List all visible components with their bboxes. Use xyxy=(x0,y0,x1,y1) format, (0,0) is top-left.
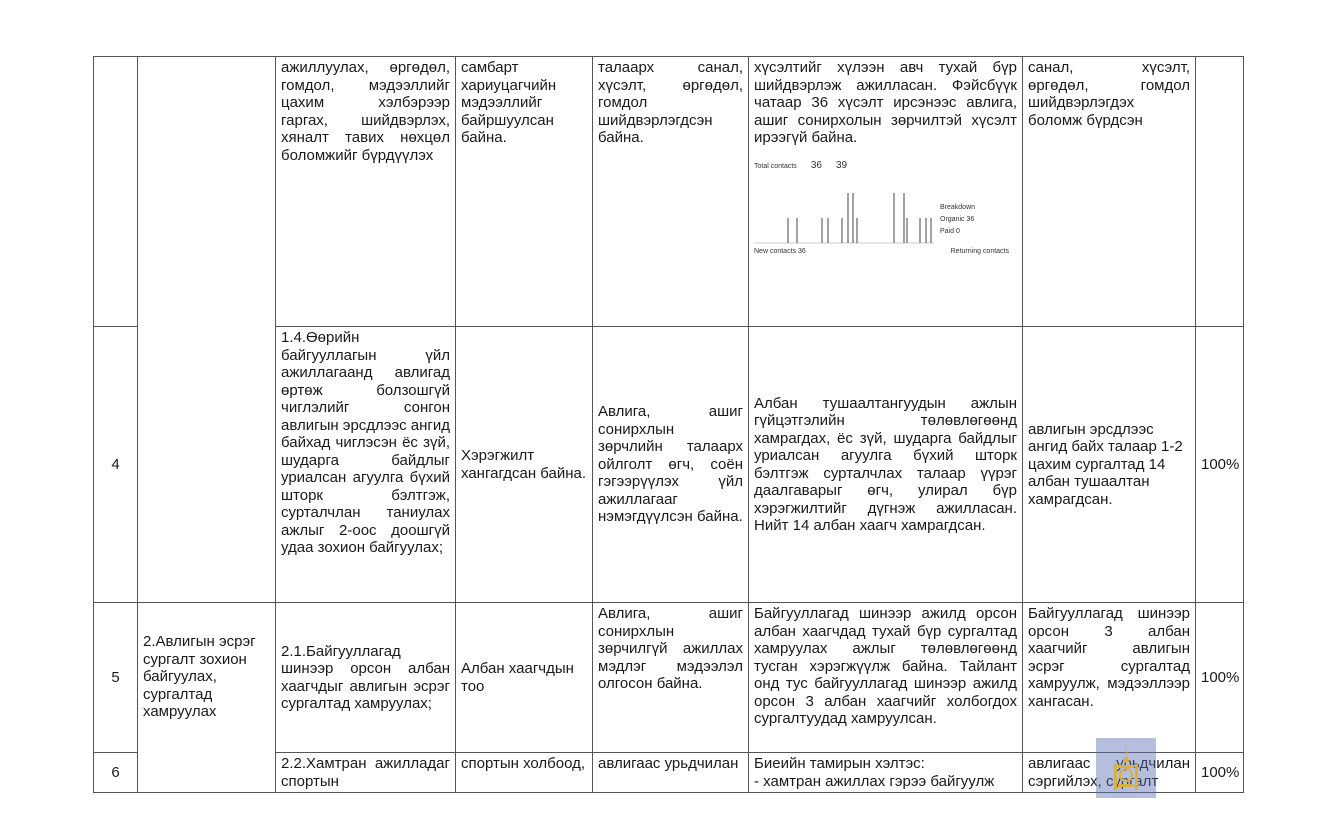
stats-footer: New contacts 36 Returning contacts xyxy=(754,247,1009,256)
percent-cell: 100% xyxy=(1195,326,1244,603)
action-cell: ажиллуулах, өргөдөл, гомдол, мэдээллийг … xyxy=(275,56,456,327)
percent-cell: 100% xyxy=(1195,752,1244,793)
soyombo-emblem-icon xyxy=(1096,738,1156,798)
result-cell: авлигаас урьдчилан сэргийлэх, сургалт xyxy=(1022,752,1196,793)
chart-bars xyxy=(787,192,932,243)
goal-cell: 2.Авлигын эсрэг сургалт зохион байгуулах… xyxy=(137,602,276,793)
new-contacts-label: New contacts xyxy=(754,247,797,255)
outcome-cell: Авлига, ашиг сонирхлын зөрчлийн талаарх … xyxy=(592,326,749,603)
report-table: ажиллуулах, өргөдөл, гомдол, мэдээллийг … xyxy=(93,56,1244,793)
contacts-bar-chart xyxy=(754,192,934,243)
action-cell: 1.4.Өөрийн байгууллагын үйл ажиллагаанд … xyxy=(275,326,456,603)
outcome-cell: Авлига, ашиг сонирхлын зөрчилгүй ажиллах… xyxy=(592,602,749,753)
outcome-cell: авлигаас урьдчилан xyxy=(592,752,749,793)
report-cell: хүсэлтийг хүлээн авч тухай бүр шийдвэрлэ… xyxy=(748,56,1023,327)
row-number: 6 xyxy=(93,752,138,793)
returning-contacts-label: Returning contacts xyxy=(950,247,1009,255)
table-row: ажиллуулах, өргөдөл, гомдол, мэдээллийг … xyxy=(93,56,1244,603)
soyombo-shape xyxy=(1114,744,1138,790)
result-cell: Байгууллагад шинээр орсон 3 албан хаагчи… xyxy=(1022,602,1196,753)
result-cell: авлигын эрсдлээс ангид байх талаар 1-2 ц… xyxy=(1022,326,1196,603)
action-cell: 2.1.Байгууллагад шинээр орсон албан хааг… xyxy=(275,602,456,753)
second-metric-value: 39 xyxy=(835,159,848,171)
percent-cell xyxy=(1195,56,1244,327)
action-cell: 2.2.Хамтран ажилладаг спортын xyxy=(275,752,456,793)
report-cell: Биеийн тамирын хэлтэс: - хамтран ажиллах… xyxy=(748,752,1023,793)
breakdown-panel: Breakdown Organic 36 Paid 0 xyxy=(940,173,1000,239)
row-number: 4 xyxy=(93,326,138,603)
outcome-cell: талаарх санал, хүсэлт, өргөдөл, гомдол ш… xyxy=(592,56,749,327)
facebook-stats-screenshot: Total contacts 36 39 xyxy=(754,159,1009,256)
table-row: 6 2.2.Хамтран ажилладаг спортын спортын … xyxy=(93,752,1244,793)
breakdown-label: Breakdown xyxy=(940,203,976,211)
goal-cell xyxy=(137,56,276,603)
stats-header: Total contacts 36 39 xyxy=(754,159,1009,171)
table-row: 5 2.Авлигын эсрэг сургалт зохион байгуул… xyxy=(93,602,1244,793)
result-cell: санал, хүсэлт, өргөдөл, гомдол шийдвэрлэ… xyxy=(1022,56,1196,327)
table-row: 4 1.4.Өөрийн байгууллагын үйл ажиллагаан… xyxy=(93,326,1244,603)
new-contacts: New contacts 36 xyxy=(754,247,806,256)
indicator-cell: Хэрэгжилт хангагдсан байна. xyxy=(455,326,593,603)
row-number xyxy=(93,56,138,327)
total-contacts-label: Total contacts xyxy=(754,162,797,170)
organic-label: Organic xyxy=(940,215,965,223)
indicator-cell: Албан хаагчдын тоо xyxy=(455,602,593,753)
paid-label: Paid xyxy=(940,227,955,235)
total-contacts-value: 36 xyxy=(810,159,822,171)
paid-value: 0 xyxy=(955,227,960,235)
indicator-cell: спортын холбоод, xyxy=(455,752,593,793)
percent-cell: 100% xyxy=(1195,602,1244,753)
organic-value: 36 xyxy=(966,215,975,223)
report-text: хүсэлтийг хүлээн авч тухай бүр шийдвэрлэ… xyxy=(754,59,1017,146)
report-cell: Байгууллагад шинээр ажилд орсон албан ха… xyxy=(748,602,1023,753)
indicator-cell: самбарт хариуцагчийн мэдээллийг байршуул… xyxy=(455,56,593,327)
new-contacts-value: 36 xyxy=(797,247,806,255)
row-number: 5 xyxy=(93,602,138,753)
report-cell: Албан тушаалтангуудын ажлын гүйцэтгэлийн… xyxy=(748,326,1023,603)
stats-main: Breakdown Organic 36 Paid 0 xyxy=(754,173,1009,245)
